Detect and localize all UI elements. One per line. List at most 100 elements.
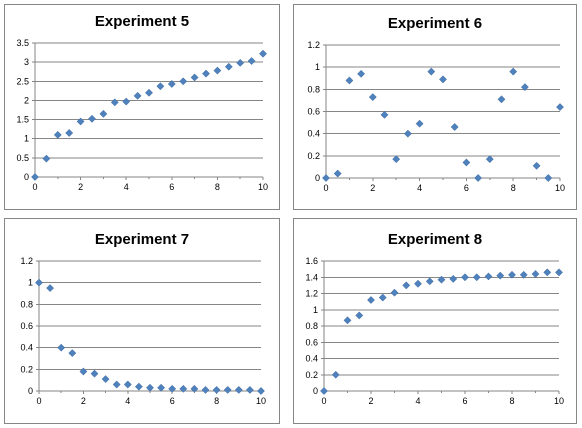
data-point [179, 384, 188, 393]
y-tick-label: 0.8 [307, 84, 320, 94]
data-point [320, 387, 328, 395]
data-point [46, 284, 55, 293]
data-point [427, 67, 436, 76]
data-point [145, 88, 153, 97]
y-tick-label: 1 [24, 134, 29, 144]
data-point [156, 82, 165, 91]
data-point [53, 130, 62, 139]
data-point [68, 349, 77, 358]
data-point [110, 98, 119, 107]
y-tick-label: 0 [28, 386, 33, 396]
y-tick-label: 0 [315, 173, 320, 183]
data-point [223, 385, 232, 394]
x-tick-label: 10 [555, 183, 565, 193]
x-tick-label: 10 [256, 396, 266, 406]
data-point [462, 158, 471, 167]
data-point [57, 343, 66, 352]
chart-title: Experiment 6 [388, 15, 482, 32]
x-tick-label: 2 [81, 396, 86, 406]
data-point [485, 155, 494, 164]
data-point [437, 275, 446, 284]
x-tick-label: 0 [323, 183, 328, 193]
y-tick-label: 0.2 [20, 364, 33, 374]
data-point [88, 114, 96, 123]
data-point [76, 117, 85, 126]
x-tick-label: 0 [32, 182, 37, 192]
data-point [31, 173, 39, 181]
chart-title: Experiment 7 [95, 231, 189, 248]
data-point [168, 384, 177, 393]
x-tick-label: 6 [464, 183, 469, 193]
y-tick-label: 1.2 [20, 256, 33, 266]
y-tick-label: 0 [24, 172, 29, 182]
chart-title: Experiment 5 [95, 13, 189, 30]
y-tick-label: 0.4 [20, 343, 33, 353]
x-tick-label: 4 [124, 182, 129, 192]
x-tick-label: 8 [215, 182, 220, 192]
y-tick-label: 1.4 [305, 272, 318, 282]
data-point [245, 385, 254, 394]
chart-svg: Experiment 7 0 0.2 0.4 0.6 0.8 1 1.2 0 2 4 6 8 10 [20, 231, 266, 406]
data-point [392, 155, 401, 164]
x-tick-label: 2 [78, 182, 83, 192]
y-tick-label: 2 [24, 95, 29, 105]
x-tick-label: 2 [370, 183, 375, 193]
chart-svg: Experiment 8 0 0.2 0.4 0.6 0.8 1 1.2 1.4 1.6 0 2 4 6… [305, 231, 564, 406]
chart-svg: Experiment 5 0 0.5 1 1.5 2 2.5 3 3.5 0 2 4 6 8 10 [16, 13, 268, 192]
data-point [133, 91, 142, 100]
x-tick-label: 8 [214, 396, 219, 406]
y-tick-label: 1.2 [305, 289, 318, 299]
y-tick-label: 0.4 [305, 354, 318, 364]
data-point [415, 119, 424, 128]
x-tick-label: 10 [554, 396, 564, 406]
chart-panel-experiment-6: Experiment 6 0 0.2 0.4 0.6 0.8 1 1.2 0 2 4 6 8 10 [293, 4, 577, 210]
data-point [212, 385, 221, 394]
data-point [544, 174, 553, 182]
y-tick-label: 0.5 [16, 153, 29, 163]
data-point [42, 154, 51, 163]
data-point [519, 270, 528, 279]
data-point [167, 80, 176, 88]
data-point [439, 75, 447, 84]
x-tick-label: 6 [169, 182, 174, 192]
y-tick-label: 0.8 [305, 321, 318, 331]
data-point [65, 129, 74, 137]
y-tick-label: 0 [313, 386, 318, 396]
data-point [355, 311, 364, 320]
y-tick-label: 1 [315, 62, 320, 72]
y-tick-label: 0.4 [307, 129, 320, 139]
chart-title: Experiment 8 [388, 231, 482, 248]
data-point [202, 69, 210, 78]
y-tick-label: 2.5 [16, 76, 29, 86]
data-point [79, 367, 88, 376]
data-point [35, 278, 43, 287]
y-tick-label: 1.6 [305, 256, 318, 266]
data-point [520, 83, 529, 92]
data-point [403, 129, 412, 138]
data-point [345, 76, 354, 85]
data-point [179, 77, 188, 86]
data-point [99, 109, 108, 118]
data-point [474, 174, 483, 182]
data-point [247, 57, 256, 65]
data-point [134, 382, 143, 391]
data-point [190, 384, 199, 393]
x-tick-label: 2 [368, 396, 373, 406]
data-point [368, 93, 377, 102]
y-tick-label: 0.6 [305, 337, 318, 347]
x-tick-label: 6 [170, 396, 175, 406]
data-point [380, 110, 389, 119]
data-point [343, 316, 352, 325]
data-point [122, 97, 131, 106]
data-point [532, 161, 541, 170]
data-point [484, 272, 493, 281]
x-tick-label: 10 [258, 182, 268, 192]
data-point [497, 95, 506, 104]
x-tick-label: 8 [511, 183, 516, 193]
data-point [425, 277, 434, 286]
data-point [236, 58, 245, 67]
y-tick-label: 1 [28, 278, 33, 288]
data-point [367, 296, 375, 304]
x-tick-label: 4 [125, 396, 130, 406]
data-point [402, 281, 411, 290]
